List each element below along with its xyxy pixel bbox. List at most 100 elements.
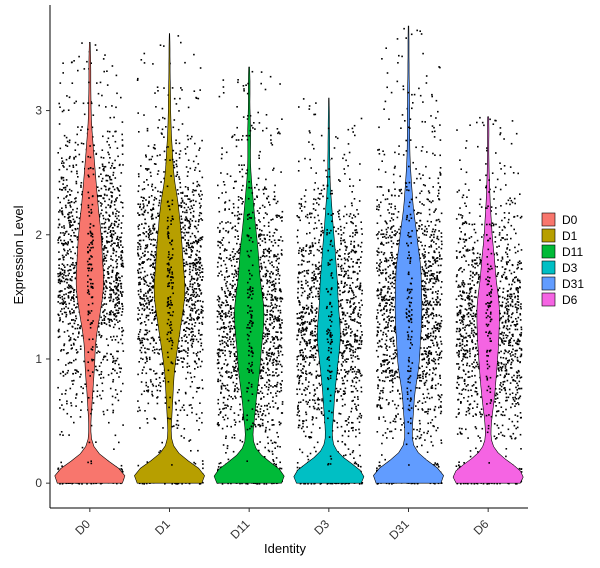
data-point	[190, 344, 193, 347]
data-point	[192, 246, 194, 249]
data-point	[143, 261, 145, 263]
data-point	[199, 334, 202, 336]
data-point	[272, 396, 274, 399]
data-point	[182, 226, 184, 229]
data-point	[176, 189, 179, 191]
data-point	[108, 296, 110, 299]
data-point	[259, 228, 261, 231]
data-point	[71, 482, 73, 485]
data-point	[266, 363, 268, 366]
data-point	[64, 393, 67, 395]
data-point	[110, 282, 112, 285]
data-point	[261, 414, 263, 417]
data-point	[153, 339, 155, 341]
data-point	[71, 319, 73, 321]
data-point	[180, 357, 182, 359]
data-point	[273, 337, 275, 339]
data-point	[109, 167, 112, 169]
data-point	[259, 424, 262, 427]
data-point	[186, 362, 189, 365]
data-point	[237, 196, 240, 198]
data-point	[188, 220, 191, 223]
data-point	[269, 281, 272, 284]
data-point	[149, 379, 152, 381]
data-point	[59, 294, 61, 297]
data-point	[222, 92, 225, 94]
data-point	[66, 286, 69, 289]
data-point	[146, 360, 148, 362]
data-point	[149, 231, 151, 233]
data-point	[156, 348, 158, 351]
data-point	[120, 96, 122, 99]
data-point	[196, 241, 198, 244]
data-point	[64, 278, 67, 281]
data-point	[145, 235, 148, 238]
data-point	[158, 376, 161, 379]
data-point	[263, 304, 266, 307]
data-point	[201, 268, 204, 270]
data-point	[281, 322, 283, 324]
data-point	[173, 97, 176, 100]
data-point	[73, 102, 76, 104]
data-point	[82, 102, 85, 105]
data-point	[68, 157, 71, 160]
data-point	[280, 337, 283, 339]
data-point	[192, 182, 195, 185]
data-point	[151, 291, 153, 294]
data-point	[100, 212, 102, 215]
data-point	[216, 328, 219, 330]
data-point	[86, 60, 88, 63]
data-point	[107, 174, 109, 177]
data-point	[225, 271, 228, 273]
data-point	[266, 311, 269, 313]
data-point	[80, 186, 82, 188]
data-point	[145, 222, 147, 225]
data-point	[177, 128, 180, 131]
data-point	[73, 294, 75, 296]
data-point	[57, 226, 60, 229]
data-point	[223, 313, 225, 315]
data-point	[228, 199, 231, 202]
data-point	[81, 483, 83, 485]
data-point	[185, 249, 188, 252]
data-point	[65, 311, 67, 314]
data-point	[97, 92, 100, 95]
data-point	[143, 227, 145, 229]
data-point	[177, 193, 180, 195]
data-point	[189, 256, 191, 258]
data-point	[200, 292, 203, 294]
data-point	[59, 201, 61, 204]
data-point	[76, 351, 79, 353]
data-point	[263, 217, 265, 219]
data-point	[98, 331, 100, 333]
data-point	[161, 363, 164, 365]
data-point	[138, 406, 140, 409]
data-point	[195, 291, 197, 294]
data-point	[220, 368, 223, 370]
data-point	[65, 303, 67, 306]
data-point	[185, 152, 187, 155]
data-point	[110, 276, 113, 278]
data-point	[115, 279, 117, 281]
data-point	[151, 322, 153, 324]
data-point	[152, 278, 155, 281]
data-point	[101, 163, 104, 166]
data-point	[176, 165, 178, 168]
data-point	[98, 365, 101, 367]
data-point	[236, 230, 239, 232]
data-point	[154, 186, 157, 189]
data-point	[63, 271, 66, 274]
data-point	[98, 104, 100, 107]
data-point	[191, 191, 194, 193]
data-point	[183, 262, 185, 265]
data-point	[111, 289, 113, 291]
data-point	[69, 220, 72, 222]
data-point	[116, 147, 119, 149]
data-point	[121, 133, 123, 136]
data-point	[234, 283, 236, 286]
data-point	[233, 335, 235, 337]
data-point	[152, 346, 155, 348]
data-point	[100, 173, 102, 175]
data-point	[142, 200, 144, 202]
data-point	[66, 402, 68, 405]
